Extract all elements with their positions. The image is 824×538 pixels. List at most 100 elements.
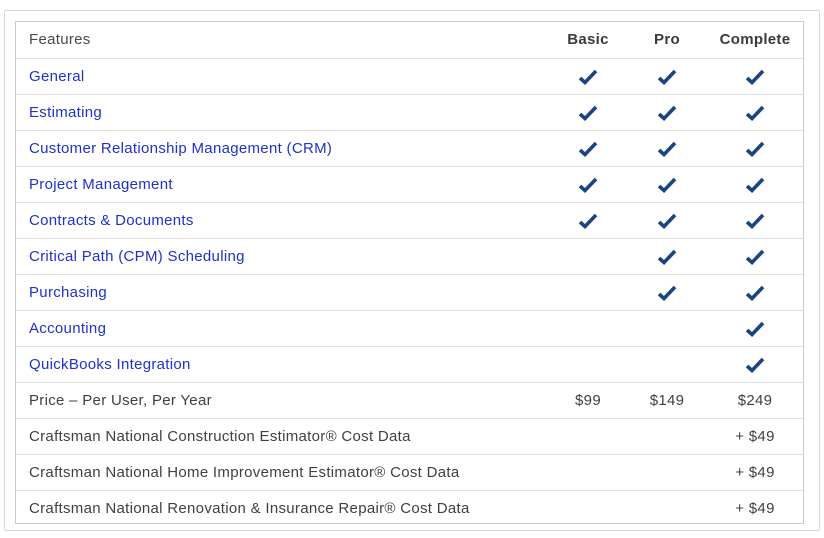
table-row: Craftsman National Home Improvement Esti… [16, 454, 803, 491]
plan-value-pro [627, 346, 707, 383]
table-row: Purchasing [16, 274, 803, 311]
feature-link[interactable]: General [29, 67, 85, 85]
feature-link[interactable]: Customer Relationship Management (CRM) [29, 139, 333, 157]
feature-cell: Critical Path (CPM) Scheduling [16, 238, 549, 275]
plan-value-basic [549, 346, 627, 383]
plan-value-basic [549, 274, 627, 311]
plan-value-pro [627, 130, 707, 167]
checkmark-icon [745, 249, 765, 265]
plan-value-pro [627, 490, 707, 526]
plan-value-complete [707, 238, 803, 275]
plan-value-basic [549, 490, 627, 526]
plan-value-complete [707, 130, 803, 167]
plan-value-complete [707, 310, 803, 347]
checkmark-icon [657, 213, 677, 229]
plan-value-complete [707, 166, 803, 203]
plan-value-complete: + $49 [735, 499, 775, 517]
feature-cell: General [16, 58, 549, 95]
checkmark-icon [745, 177, 765, 193]
feature-label: Craftsman National Renovation & Insuranc… [29, 499, 470, 517]
feature-cell: Project Management [16, 166, 549, 203]
plan-value-pro [627, 94, 707, 131]
plan-value-basic [549, 58, 627, 95]
feature-cell: Customer Relationship Management (CRM) [16, 130, 549, 167]
table-row: QuickBooks Integration [16, 346, 803, 383]
feature-comparison-table-container: Features Basic Pro Complete General Estim… [15, 21, 804, 524]
checkmark-icon [745, 69, 765, 85]
feature-cell: Contracts & Documents [16, 202, 549, 239]
pricing-panel: Features Basic Pro Complete General Estim… [4, 10, 820, 531]
feature-label: Craftsman National Construction Estimato… [16, 418, 549, 455]
table-row: General [16, 58, 803, 95]
plan-value-pro [627, 454, 707, 491]
plan-value-complete [707, 58, 803, 95]
plan-value-complete [707, 94, 803, 131]
plan-value-basic [549, 454, 627, 491]
feature-cell: Accounting [16, 310, 549, 347]
table-row: Project Management [16, 166, 803, 203]
plan-value-complete [707, 202, 803, 239]
plan-value-basic [549, 418, 627, 455]
checkmark-icon [657, 69, 677, 85]
table-row: Estimating [16, 94, 803, 131]
plan-value-pro [627, 310, 707, 347]
plan-value-pro [627, 418, 707, 455]
plan-value-basic [549, 202, 627, 239]
plan-value-basic: $99 [549, 382, 627, 419]
feature-link[interactable]: Purchasing [29, 283, 108, 301]
feature-table-body: General Estimating Customer Relationship M… [16, 58, 803, 526]
plan-value-basic [549, 238, 627, 275]
table-row: Price – Per User, Per Year $99 $149 $249 [16, 382, 803, 419]
table-row: Customer Relationship Management (CRM) [16, 130, 803, 167]
checkmark-icon [578, 213, 598, 229]
checkmark-icon [745, 141, 765, 157]
checkmark-icon [578, 105, 598, 121]
plan-value-complete: $249 [707, 382, 803, 419]
plan-value-pro [627, 238, 707, 275]
plan-value-pro [627, 166, 707, 203]
checkmark-icon [745, 357, 765, 373]
plan-value-complete [707, 274, 803, 311]
plan-value-basic [549, 130, 627, 167]
plan-value-pro: $149 [627, 382, 707, 419]
feature-label: Craftsman National Home Improvement Esti… [16, 454, 549, 491]
checkmark-icon [657, 177, 677, 193]
feature-cell: QuickBooks Integration [16, 346, 549, 383]
checkmark-icon [745, 105, 765, 121]
checkmark-icon [578, 69, 598, 85]
checkmark-icon [578, 177, 598, 193]
feature-cell: Purchasing [16, 274, 549, 311]
feature-cell: Estimating [16, 94, 549, 131]
checkmark-icon [657, 285, 677, 301]
plan-value-complete: + $49 [707, 418, 803, 455]
plan-value-complete [707, 346, 803, 383]
feature-link[interactable]: Accounting [29, 319, 107, 337]
plan-value-basic [549, 310, 627, 347]
table-row: Craftsman National Renovation & Insuranc… [16, 490, 803, 526]
checkmark-icon [657, 105, 677, 121]
table-row: Critical Path (CPM) Scheduling [16, 238, 803, 275]
feature-link[interactable]: Project Management [29, 175, 173, 193]
feature-link[interactable]: Estimating [29, 103, 103, 121]
checkmark-icon [578, 141, 598, 157]
plan-value-basic [549, 166, 627, 203]
table-row: Contracts & Documents [16, 202, 803, 239]
plan-column-header-complete: Complete [707, 22, 803, 59]
feature-link[interactable]: Contracts & Documents [29, 211, 194, 229]
plan-value-complete: + $49 [707, 454, 803, 491]
feature-link[interactable]: QuickBooks Integration [29, 355, 191, 373]
plan-value-basic [549, 94, 627, 131]
feature-comparison-table: Features Basic Pro Complete General Estim… [16, 22, 803, 526]
feature-link[interactable]: Critical Path (CPM) Scheduling [29, 247, 245, 265]
plan-value-pro [627, 274, 707, 311]
table-row: Craftsman National Construction Estimato… [16, 418, 803, 455]
checkmark-icon [745, 213, 765, 229]
features-column-header: Features [16, 22, 549, 59]
checkmark-icon [745, 321, 765, 337]
feature-label: Price – Per User, Per Year [16, 382, 549, 419]
plan-column-header-basic: Basic [549, 22, 627, 59]
checkmark-icon [657, 141, 677, 157]
plan-value-pro [627, 202, 707, 239]
plan-value-pro [627, 58, 707, 95]
checkmark-icon [745, 285, 765, 301]
